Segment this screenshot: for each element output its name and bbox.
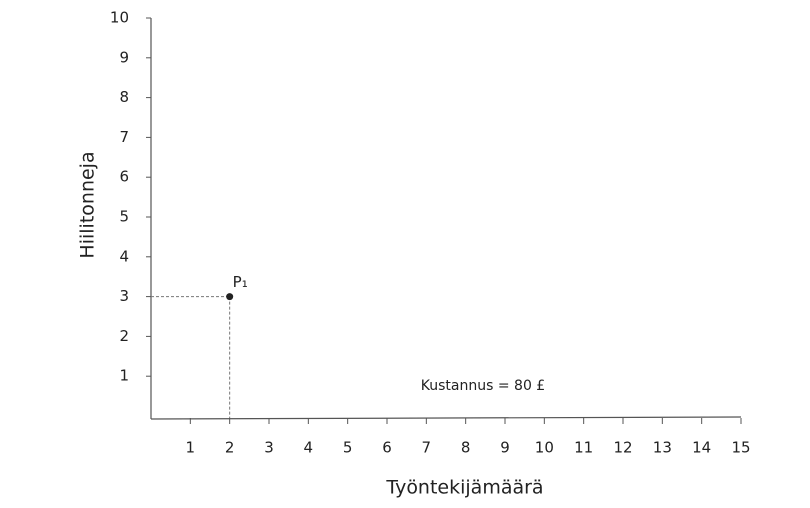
x-tick-label: 14 (692, 439, 711, 457)
x-tick-label: 7 (422, 439, 432, 457)
y-axis-label: Hiilitonneja (77, 151, 99, 258)
y-tick-label: 10 (110, 9, 129, 27)
point-label: P₁ (233, 273, 248, 291)
x-tick-label: 6 (382, 439, 392, 457)
y-tick-label: 9 (119, 48, 129, 66)
y-tick-label: 8 (119, 88, 129, 106)
y-tick-label: 7 (119, 128, 129, 146)
x-tick-label: 15 (731, 439, 750, 457)
x-tick-label: 13 (653, 439, 672, 457)
x-tick-label: 2 (225, 439, 235, 457)
x-tick-label: 3 (264, 439, 274, 457)
x-axis-label: Työntekijämäärä (385, 477, 543, 499)
y-tick-label: 6 (119, 168, 129, 186)
y-tick-label: 2 (119, 327, 129, 345)
x-tick-label: 5 (343, 439, 353, 457)
annotation: Kustannus = 80 £ (421, 378, 545, 394)
x-tick-label: 10 (535, 439, 554, 457)
y-tick-label: 4 (119, 247, 129, 265)
x-axis (150, 416, 742, 420)
x-tick-label: 12 (613, 439, 632, 457)
y-tick-label: 5 (119, 208, 129, 226)
x-tick-label: 9 (500, 439, 510, 457)
x-tick-label: 11 (574, 439, 593, 457)
x-tick-label: 4 (304, 439, 314, 457)
x-tick-label: 8 (461, 439, 471, 457)
y-tick-label: 1 (119, 367, 129, 385)
point (226, 293, 234, 301)
x-tick-label: 1 (186, 439, 196, 457)
y-tick-label: 3 (119, 287, 129, 305)
